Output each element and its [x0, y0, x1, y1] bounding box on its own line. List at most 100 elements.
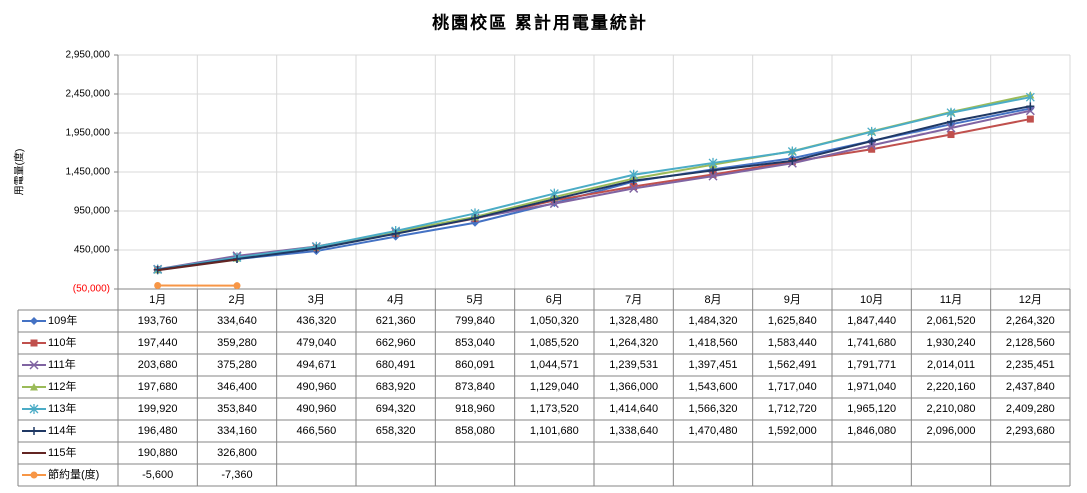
- table-cell: 1,338,640: [609, 425, 658, 437]
- table-cell: 490,960: [296, 403, 336, 415]
- point: [471, 214, 479, 223]
- table-cell: 2,264,320: [1006, 315, 1055, 327]
- point: [946, 107, 956, 118]
- table-cell: 1,625,840: [768, 315, 817, 327]
- table-cell: 197,440: [138, 337, 178, 349]
- table-cell: 694,320: [376, 403, 416, 415]
- legend-label: 112年: [48, 379, 77, 393]
- table-cell: 1,562,491: [768, 359, 817, 371]
- x-tick-label: 8月: [704, 294, 721, 306]
- legend-marker: [30, 427, 38, 435]
- table-cell: 1,965,120: [847, 403, 896, 415]
- table-cell: 1,418,560: [689, 337, 738, 349]
- table-cell: -7,360: [221, 469, 252, 481]
- table-cell: 2,293,680: [1006, 425, 1055, 437]
- table-cell: 2,235,451: [1006, 359, 1055, 371]
- point: [709, 166, 717, 175]
- legend-label: 115年: [48, 445, 77, 459]
- point: [1026, 115, 1034, 123]
- table-cell: 1,847,440: [847, 315, 896, 327]
- table-cell: 334,640: [217, 315, 257, 327]
- table-cell: 2,014,011: [927, 359, 975, 371]
- legend-label: 114年: [48, 423, 77, 437]
- table-cell: 490,960: [296, 381, 336, 393]
- point: [787, 146, 797, 157]
- point: [630, 182, 638, 190]
- table-cell: 1,592,000: [768, 425, 817, 437]
- point: [946, 123, 956, 133]
- y-tick-label: 2,450,000: [66, 89, 111, 100]
- table-cell: 621,360: [376, 315, 416, 327]
- legend-label: 111年: [48, 357, 76, 371]
- table-cell: 203,680: [138, 359, 178, 371]
- table-cell: 799,840: [455, 315, 495, 327]
- legend-marker: [30, 317, 38, 325]
- table-cell: 466,560: [296, 425, 336, 437]
- table-cell: 1,414,640: [609, 403, 658, 415]
- table-cell: 1,366,000: [609, 381, 658, 393]
- table-cell: 1,050,320: [530, 315, 579, 327]
- table-cell: 1,470,480: [689, 425, 738, 437]
- legend-marker: [29, 360, 39, 370]
- table-cell: 918,960: [455, 403, 495, 415]
- x-tick-label: 2月: [228, 294, 245, 306]
- legend-marker: [30, 383, 38, 391]
- table-cell: 1,712,720: [768, 403, 817, 415]
- point: [868, 145, 876, 153]
- table-cell: 346,400: [217, 381, 257, 393]
- table-cell: 326,800: [217, 447, 257, 459]
- table-cell: 1,044,571: [530, 359, 579, 371]
- point: [947, 131, 955, 139]
- table-cell: 1,239,531: [609, 359, 658, 371]
- legend-label: 節約量(度): [48, 467, 99, 481]
- x-tick-label: 10月: [860, 294, 883, 306]
- table-cell: 1,791,771: [847, 359, 896, 371]
- table-cell: -5,600: [142, 469, 173, 481]
- table-cell: 190,880: [138, 447, 178, 459]
- x-tick-label: 3月: [308, 294, 325, 306]
- table-cell: 2,409,280: [1006, 403, 1055, 415]
- x-tick-label: 11月: [940, 294, 962, 306]
- point: [788, 156, 797, 165]
- table-cell: 197,680: [138, 381, 178, 393]
- table-cell: 1,328,480: [609, 315, 658, 327]
- table-cell: 860,091: [455, 359, 495, 371]
- table-cell: 2,437,840: [1006, 381, 1055, 393]
- table-cell: 662,960: [376, 337, 416, 349]
- point: [154, 282, 162, 290]
- table-cell: 494,671: [296, 359, 336, 371]
- point: [312, 244, 321, 253]
- table-cell: 2,210,080: [927, 403, 976, 415]
- y-tick-label: 1,950,000: [66, 128, 111, 139]
- chart-title: 桃園校區 累計用電量統計: [432, 12, 648, 32]
- point: [708, 171, 718, 181]
- point: [550, 195, 559, 204]
- point: [709, 170, 717, 178]
- point: [867, 137, 876, 146]
- table-cell: 1,583,440: [768, 337, 817, 349]
- point: [867, 126, 877, 137]
- x-tick-label: 9月: [784, 294, 801, 306]
- table-cell: 436,320: [296, 315, 336, 327]
- table-cell: 1,173,520: [530, 403, 579, 415]
- y-tick-label: 2,950,000: [66, 50, 111, 61]
- table-cell: 1,397,451: [689, 359, 738, 371]
- y-axis-label: 用電量(度): [13, 149, 26, 196]
- table-cell: 1,543,600: [689, 381, 738, 393]
- legend-label: 109年: [48, 313, 77, 327]
- table-cell: 1,101,680: [530, 425, 579, 437]
- point: [1026, 102, 1035, 111]
- table-cell: 1,566,320: [689, 403, 738, 415]
- x-tick-label: 4月: [387, 294, 404, 306]
- table-cell: 658,320: [376, 425, 416, 437]
- y-tick-label: 450,000: [74, 245, 111, 256]
- table-cell: 873,840: [455, 381, 495, 393]
- table-cell: 1,971,040: [847, 381, 896, 393]
- table-cell: 1,484,320: [689, 315, 738, 327]
- point: [629, 183, 639, 193]
- table-cell: 2,096,000: [927, 425, 976, 437]
- legend-label: 113年: [48, 401, 77, 415]
- table-cell: 680,491: [376, 359, 416, 371]
- point: [233, 282, 241, 290]
- table-cell: 1,717,040: [768, 381, 817, 393]
